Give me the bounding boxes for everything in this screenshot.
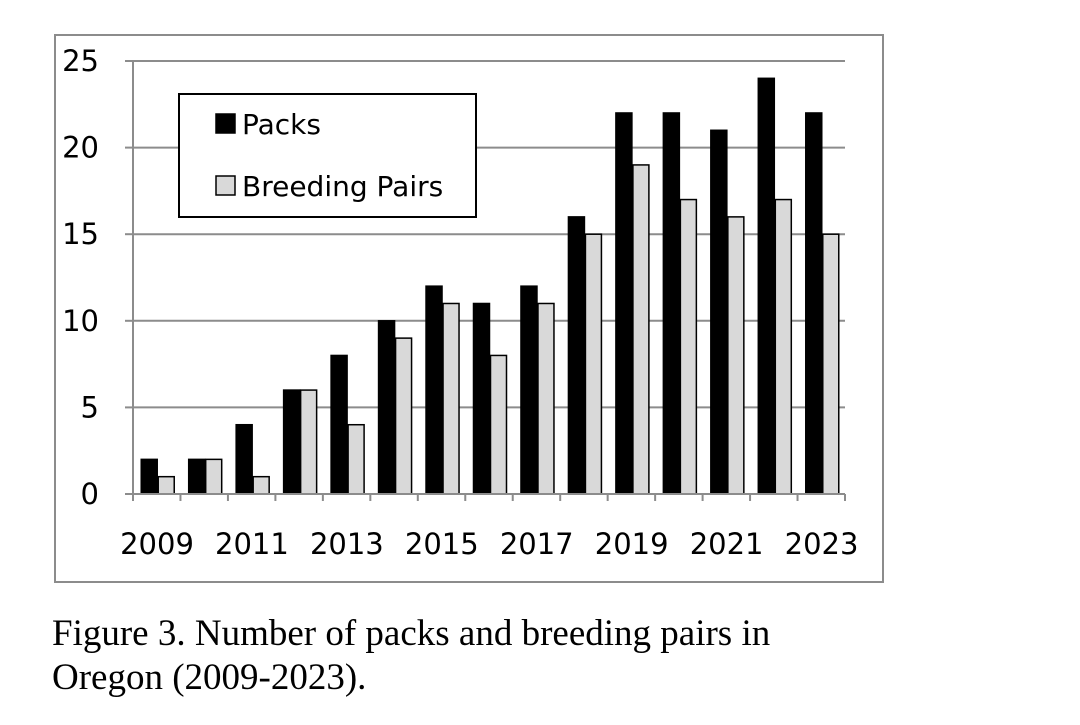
bar-breeding-pairs-2021 (727, 216, 745, 495)
y-tick-label-10: 10 (62, 304, 99, 338)
bar-packs-2016 (472, 302, 491, 495)
y-axis-ticks: 0 5 10 15 20 25 (62, 44, 133, 511)
x-tick-label-2009: 2009 (120, 527, 194, 561)
bar-packs-2021 (710, 129, 728, 495)
bar-packs-2020 (662, 112, 681, 495)
bar-breeding-pairs-2012 (299, 389, 318, 495)
bar-breeding-pairs-2020 (679, 198, 698, 495)
bar-breeding-pairs-2010 (204, 458, 223, 495)
bar-breeding-pairs-2009 (157, 475, 175, 495)
y-tick-label-25: 25 (62, 44, 99, 78)
x-tick-label-2015: 2015 (405, 527, 479, 561)
y-tick-label-0: 0 (81, 477, 99, 511)
bar-packs-2017 (520, 285, 538, 495)
bar-packs-2014 (377, 320, 396, 495)
x-tick-label-2019: 2019 (595, 527, 669, 561)
x-tick-label-2023: 2023 (785, 527, 859, 561)
bar-breeding-pairs-2013 (347, 423, 365, 495)
legend-label-packs: Packs (242, 108, 321, 141)
bar-breeding-pairs-2018 (584, 233, 603, 495)
bar-packs-2013 (330, 354, 348, 495)
figure-caption: Figure 3. Number of packs and breeding p… (52, 612, 952, 700)
bar-packs-2010 (187, 458, 206, 495)
bar-breeding-pairs-2014 (394, 337, 413, 495)
legend-label-breeding-pairs: Breeding Pairs (242, 170, 443, 203)
bar-breeding-pairs-2019 (632, 164, 650, 495)
x-tick-label-2017: 2017 (500, 527, 574, 561)
bar-breeding-pairs-2015 (442, 302, 460, 495)
legend-swatch-packs (215, 113, 236, 134)
bar-packs-2012 (282, 389, 301, 495)
y-tick-label-5: 5 (81, 390, 99, 424)
bars (140, 77, 840, 495)
bar-packs-2022 (757, 77, 776, 495)
y-tick-label-15: 15 (62, 217, 99, 251)
bar-packs-2018 (567, 216, 586, 495)
caption-line-1: Figure 3. Number of packs and breeding p… (52, 613, 771, 654)
x-tick-label-2021: 2021 (690, 527, 764, 561)
bar-breeding-pairs-2022 (774, 198, 793, 495)
bar-breeding-pairs-2011 (252, 475, 270, 495)
caption-line-2: Oregon (2009-2023). (52, 657, 367, 698)
bar-packs-2015 (425, 285, 443, 495)
bar-breeding-pairs-2023 (822, 233, 840, 495)
bar-breeding-pairs-2016 (489, 354, 508, 495)
bar-breeding-pairs-2017 (537, 302, 555, 495)
x-axis-ticks: 2009 2011 2013 2015 2017 2019 2021 2023 (120, 494, 858, 561)
bar-packs-2023 (805, 112, 823, 495)
x-tick-label-2013: 2013 (310, 527, 384, 561)
bar-packs-2011 (235, 423, 253, 495)
y-tick-label-20: 20 (62, 131, 99, 165)
bar-packs-2019 (615, 112, 633, 495)
x-tick-label-2011: 2011 (215, 527, 289, 561)
legend: Packs Breeding Pairs (178, 93, 477, 218)
legend-swatch-breeding-pairs (215, 175, 236, 196)
bar-packs-2009 (140, 458, 158, 495)
